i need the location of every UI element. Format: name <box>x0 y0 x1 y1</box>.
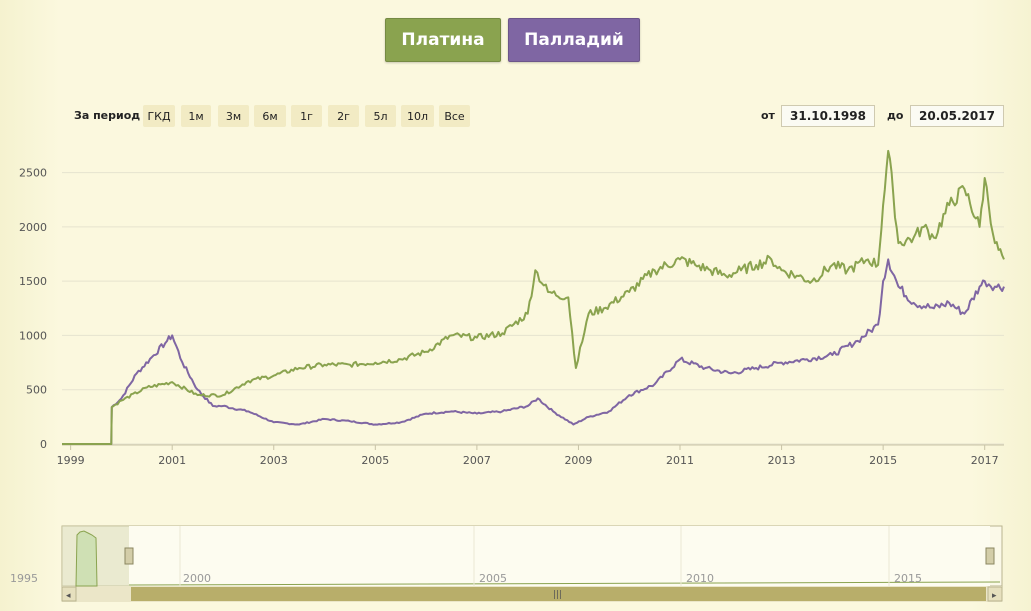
x-tick-label: 2015 <box>869 454 897 467</box>
x-tick-label: 2017 <box>971 454 999 467</box>
navigator-line <box>128 581 1001 586</box>
x-tick-label: 2009 <box>564 454 592 467</box>
y-tick-label: 2500 <box>19 167 47 180</box>
x-tick-label: 1999 <box>57 454 85 467</box>
to-label: до <box>887 109 904 122</box>
navigator-tick-2010: 2010 <box>686 572 714 585</box>
navigator-mask-left <box>62 526 129 586</box>
range-button-3[interactable]: 6м <box>254 105 286 127</box>
range-button-6[interactable]: 5л <box>365 105 396 127</box>
range-button-0[interactable]: ГКД <box>143 105 175 127</box>
scroll-left-arrow-icon: ◂ <box>66 591 71 601</box>
x-tick-label: 2003 <box>260 454 288 467</box>
palladium-line <box>62 258 1005 445</box>
y-tick-label: 1000 <box>19 329 47 342</box>
x-tick-label: 2005 <box>361 454 389 467</box>
scroll-left-button[interactable] <box>61 586 77 602</box>
y-tick-label: 2000 <box>19 221 47 234</box>
scroll-right-button[interactable] <box>987 586 1003 602</box>
period-label: За период <box>74 109 141 122</box>
range-button-7[interactable]: 10л <box>401 105 434 127</box>
navigator-tick-2015: 2015 <box>894 572 922 585</box>
y-axis: 0 500 1000 1500 2000 2500 <box>19 167 47 451</box>
platinum-line <box>62 149 1005 445</box>
series-lines <box>62 149 1005 445</box>
range-button-5[interactable]: 2г <box>328 105 359 127</box>
y-tick-label: 1500 <box>19 275 47 288</box>
range-button-4[interactable]: 1г <box>291 105 322 127</box>
x-tick-label: 2013 <box>768 454 796 467</box>
x-tick-label: 2007 <box>463 454 491 467</box>
navigator-scrollbar-track[interactable] <box>62 586 1002 602</box>
y-tick-label: 500 <box>26 384 47 397</box>
navigator-handle-right[interactable] <box>985 547 995 565</box>
navigator-tick-2005: 2005 <box>479 572 507 585</box>
navigator-tick-1995: 1995 <box>10 572 38 585</box>
x-tick-label: 2001 <box>158 454 186 467</box>
y-tick-label: 0 <box>40 438 47 451</box>
navigator-frame <box>61 525 1003 587</box>
palladium-button[interactable]: Палладий <box>508 18 640 62</box>
from-label: от <box>761 109 775 122</box>
platinum-button[interactable]: Платина <box>385 18 501 62</box>
from-date-input[interactable]: 31.10.1998 <box>781 105 875 127</box>
scrollbar-grip-icon: ||| <box>553 590 562 600</box>
x-tick-label: 2011 <box>666 454 694 467</box>
range-button-1[interactable]: 1м <box>181 105 211 127</box>
navigator-handle-left[interactable] <box>124 547 134 565</box>
x-axis: 1999 2001 2003 2005 2007 2009 2011 2013 2015 2017 <box>57 444 1004 467</box>
navigator: ◂ ▸ ||| 1995 2000 2005 2010 2015 <box>10 525 1003 602</box>
navigator-area <box>75 530 98 587</box>
range-button-8[interactable]: Все <box>439 105 470 127</box>
navigator-scrollbar-thumb[interactable] <box>131 587 986 601</box>
navigator-tick-2000: 2000 <box>183 572 211 585</box>
to-date-input[interactable]: 20.05.2017 <box>910 105 1004 127</box>
grid-lines <box>62 172 1004 445</box>
range-button-2[interactable]: 3м <box>218 105 249 127</box>
navigator-selection[interactable] <box>129 526 990 586</box>
scroll-right-arrow-icon: ▸ <box>992 591 997 601</box>
